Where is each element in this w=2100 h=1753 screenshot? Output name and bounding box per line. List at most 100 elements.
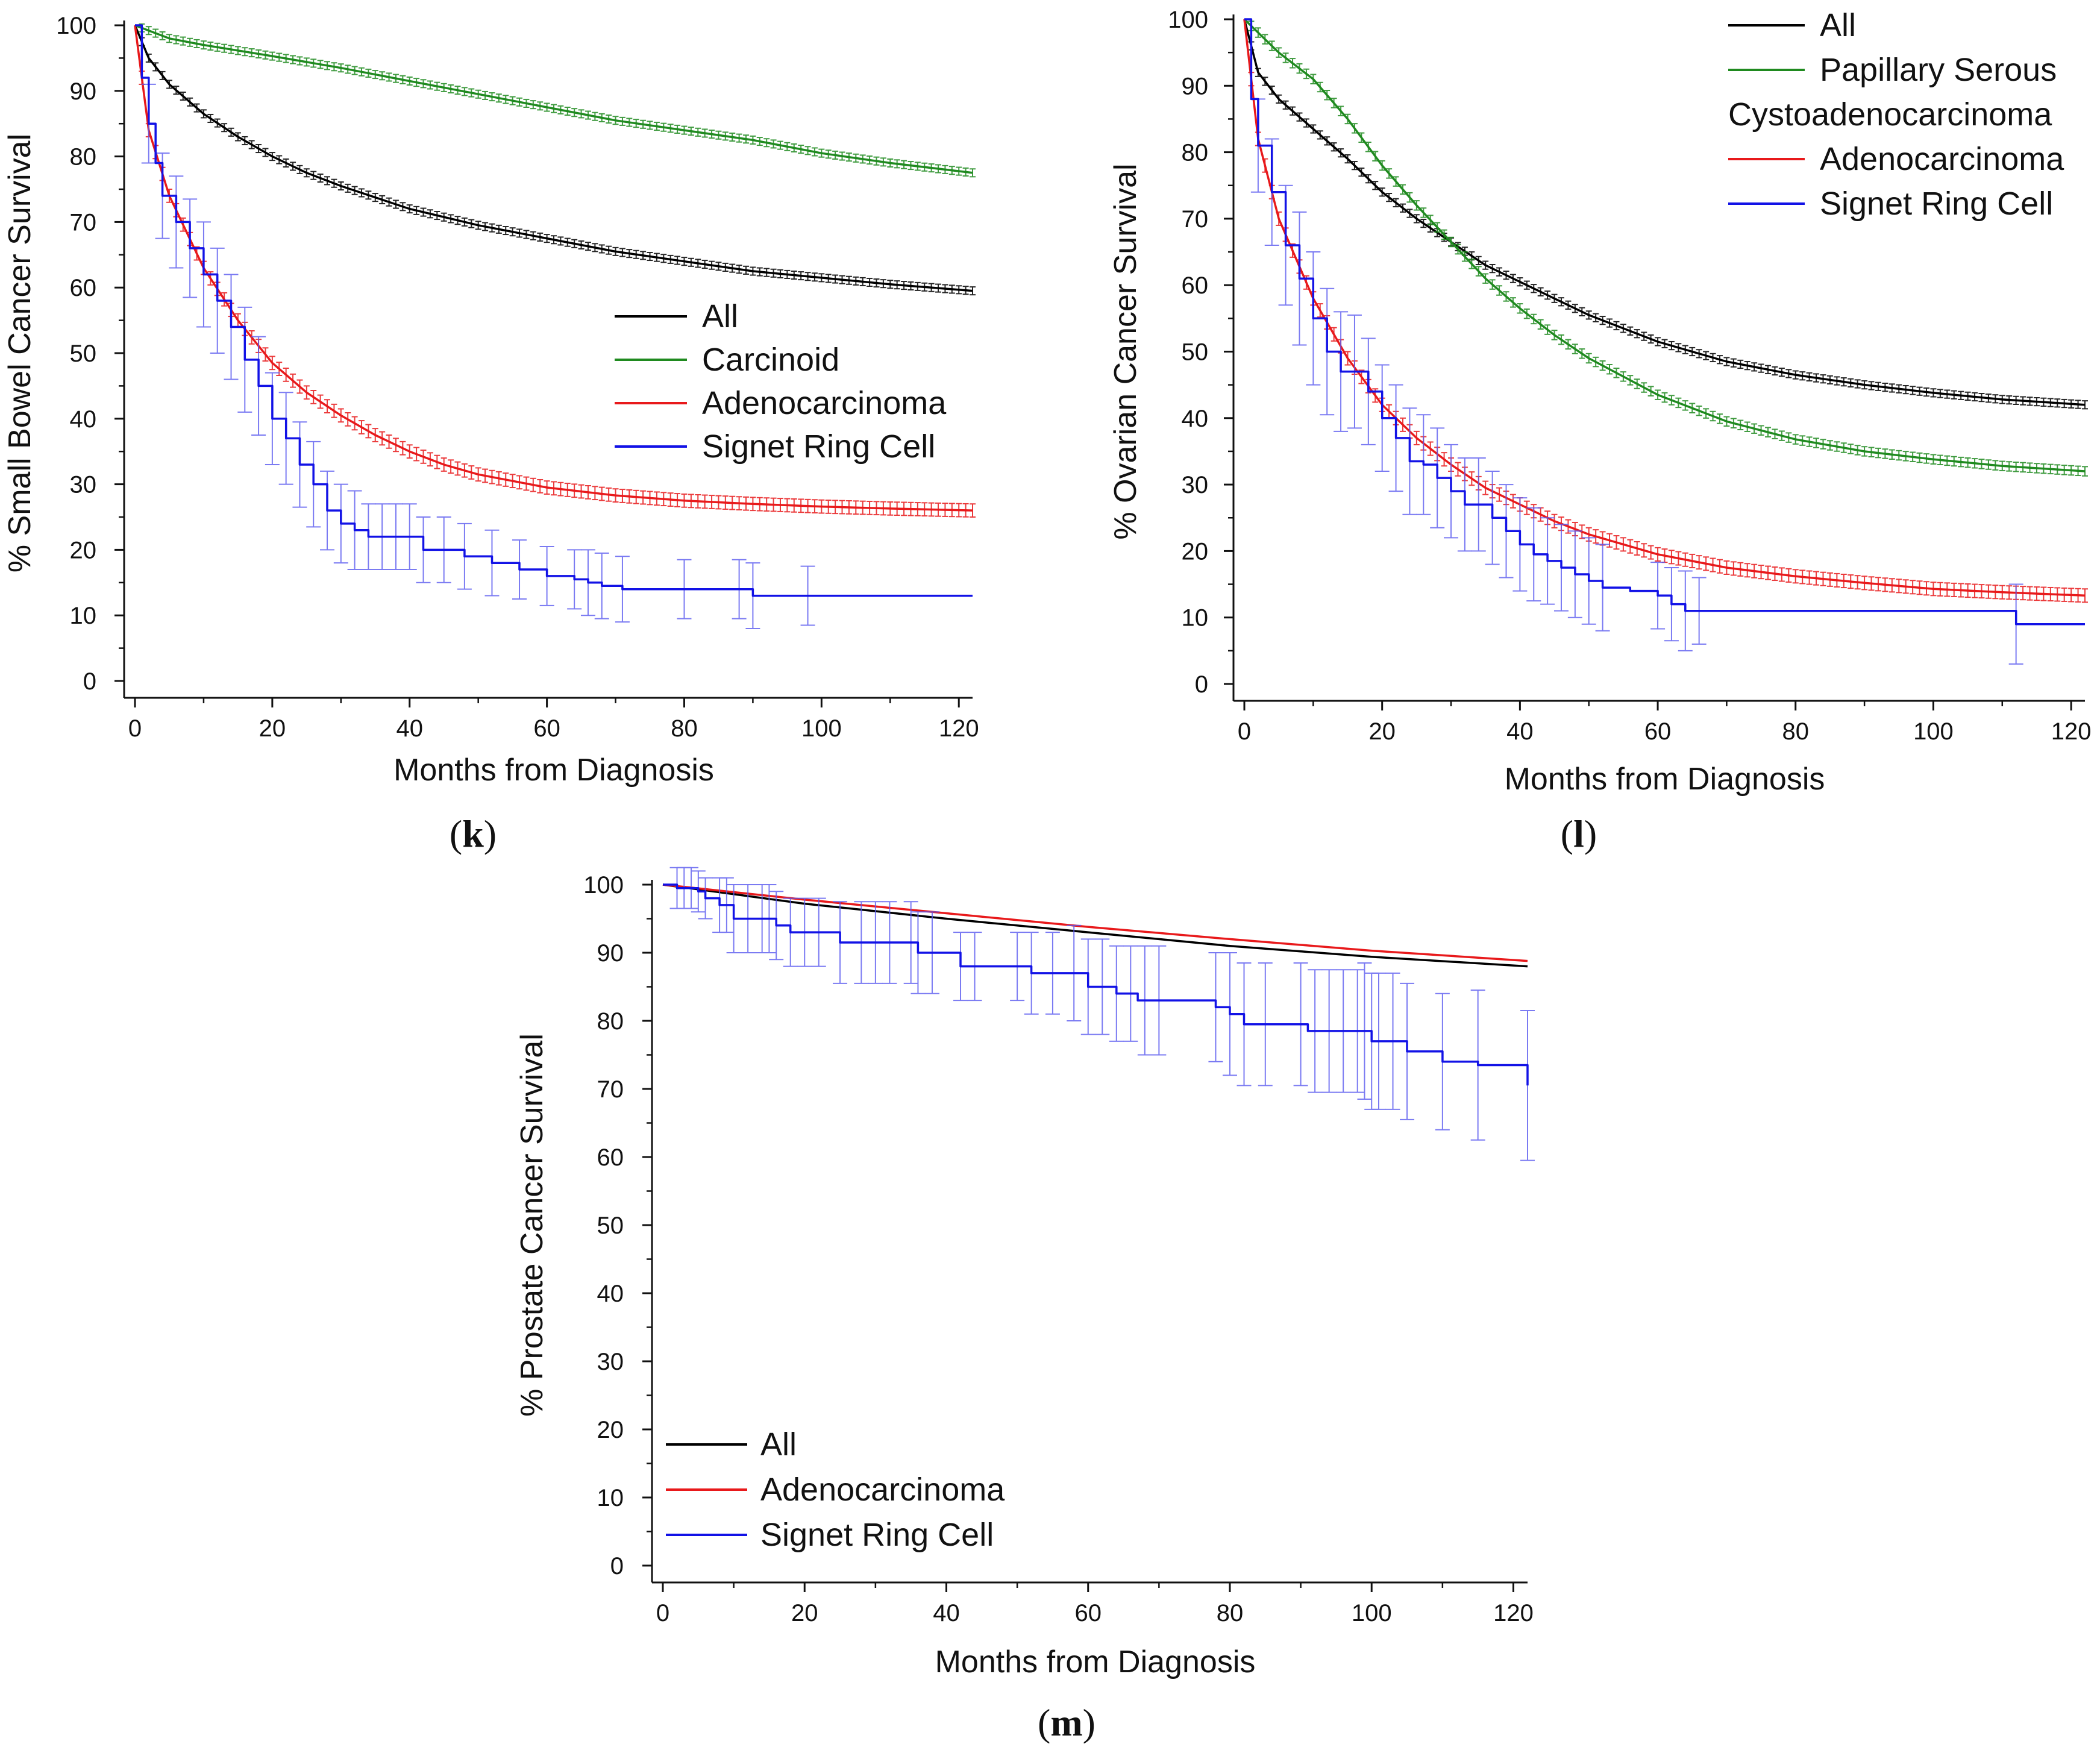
error-bars-all bbox=[139, 37, 976, 296]
y-tick-label: 60 bbox=[1182, 272, 1209, 299]
legend: All Adenocarcinoma Signet Ring Cell bbox=[666, 1426, 1005, 1553]
x-tick-label: 40 bbox=[396, 715, 423, 742]
x-tick-label: 80 bbox=[1782, 718, 1810, 745]
y-tick-label: 50 bbox=[1182, 339, 1209, 366]
y-tick-label: 70 bbox=[70, 209, 97, 236]
series-all bbox=[662, 883, 1528, 968]
legend-label-adenocarcinoma: Adenocarcinoma bbox=[1820, 141, 2064, 177]
legend-label-adenocarcinoma: Adenocarcinoma bbox=[760, 1472, 1005, 1508]
panel-label-letter: l bbox=[1573, 812, 1584, 855]
x-tick-label: 80 bbox=[1217, 1600, 1244, 1626]
legend-label-signet-ring-cell: Signet Ring Cell bbox=[702, 428, 935, 465]
series-line-signet-ring-cell bbox=[135, 24, 973, 597]
y-tick-label: 0 bbox=[83, 668, 96, 695]
x-tick-label: 120 bbox=[1493, 1600, 1534, 1626]
series-signet-ring-cell bbox=[1244, 18, 2085, 665]
y-tick-label: 40 bbox=[70, 406, 97, 433]
y-tick-label: 80 bbox=[70, 144, 97, 171]
x-tick-label: 0 bbox=[128, 715, 142, 742]
y-tick-label: 90 bbox=[70, 78, 97, 105]
y-axis-title: % Small Bowel Cancer Survival bbox=[2, 134, 37, 572]
series-line-adenocarcinoma bbox=[662, 883, 1528, 962]
x-tick-label: 20 bbox=[1368, 718, 1396, 745]
series-signet-ring-cell bbox=[135, 24, 973, 629]
x-tick-label: 100 bbox=[1352, 1600, 1392, 1626]
x-axis-title: Months from Diagnosis bbox=[1505, 762, 1825, 797]
y-tick-label: 30 bbox=[597, 1349, 624, 1375]
series-all bbox=[134, 25, 976, 296]
x-tick-label: 20 bbox=[791, 1600, 818, 1626]
legend-label-papillary-serous-cystoadenocarcinoma: Papillary Serous bbox=[1820, 52, 2057, 88]
series-line-papillary-serous-cystoadenocarcinoma bbox=[1243, 18, 2086, 472]
x-tick-label: 60 bbox=[533, 715, 560, 742]
chart-panel-l: 0 20 40 60 80 100 120 0 10 20 30 40 50 60 70 80 90 100 Mon… bbox=[1108, 7, 2092, 855]
legend-label-adenocarcinoma: Adenocarcinoma bbox=[702, 385, 947, 421]
panel-label-close: ) bbox=[1083, 1701, 1095, 1744]
panel-label: (k) bbox=[450, 812, 497, 855]
y-tick-label: 100 bbox=[583, 872, 624, 898]
y-tick-label: 80 bbox=[597, 1008, 624, 1035]
y-tick-label: 40 bbox=[1182, 406, 1209, 432]
x-tick-label: 60 bbox=[1074, 1600, 1102, 1626]
panel-label-letter: m bbox=[1050, 1701, 1082, 1744]
y-tick-label: 80 bbox=[1182, 140, 1209, 166]
panel-label-close: ) bbox=[484, 812, 497, 855]
legend-label-all: All bbox=[1820, 7, 1856, 43]
x-axis-title: Months from Diagnosis bbox=[393, 753, 714, 788]
legend-label-all: All bbox=[702, 298, 738, 334]
series-line-all bbox=[1243, 19, 2086, 406]
series-line-signet-ring-cell bbox=[1244, 18, 2085, 626]
series-papillary-serous-cystoadenocarcinoma bbox=[1243, 18, 2088, 477]
panel-label-open: ( bbox=[1561, 812, 1573, 855]
series-line-all bbox=[662, 883, 1528, 968]
x-tick-label: 60 bbox=[1644, 718, 1672, 745]
x-tick-label: 40 bbox=[1506, 718, 1534, 745]
panel-label-open: ( bbox=[450, 812, 462, 855]
y-axis-title: % Ovarian Cancer Survival bbox=[1108, 163, 1143, 539]
legend-label-papillary-serous-cystoadenocarcinoma-line2: Cystoadenocarcinoma bbox=[1728, 96, 2052, 133]
panel-label: (m) bbox=[1038, 1701, 1095, 1744]
y-tick-label: 60 bbox=[597, 1144, 624, 1171]
y-tick-label: 60 bbox=[70, 275, 97, 301]
error-bars-carcinoid bbox=[139, 23, 976, 178]
legend-label-signet-ring-cell: Signet Ring Cell bbox=[1820, 186, 2053, 222]
y-tick-label: 10 bbox=[70, 603, 97, 629]
y-tick-label: 40 bbox=[597, 1281, 624, 1307]
series-all bbox=[1243, 19, 2088, 410]
x-tick-label: 100 bbox=[801, 715, 842, 742]
legend: All Papillary Serous Cystoadenocarcinoma Ad… bbox=[1728, 7, 2064, 222]
panel-label-close: ) bbox=[1584, 812, 1597, 855]
y-tick-label: 100 bbox=[1168, 7, 1208, 33]
legend-label-all: All bbox=[760, 1426, 797, 1463]
panel-label-letter: k bbox=[462, 812, 484, 855]
x-axis-title: Months from Diagnosis bbox=[935, 1645, 1256, 1679]
x-tick-label: 120 bbox=[939, 715, 979, 742]
y-tick-label: 90 bbox=[597, 940, 624, 967]
chart-panel-k: 0 20 40 60 80 100 120 0 10 20 30 40 50 60 70 80 90 100 Mon… bbox=[2, 13, 979, 855]
error-bars-signet-ring-cell bbox=[669, 867, 1535, 1161]
y-tick-label: 20 bbox=[1182, 538, 1209, 565]
x-tick-label: 100 bbox=[1913, 718, 1954, 745]
y-tick-label: 70 bbox=[597, 1076, 624, 1103]
y-tick-label: 0 bbox=[1195, 671, 1208, 698]
x-tick-label: 120 bbox=[2051, 718, 2092, 745]
legend: All Carcinoid Adenocarcinoma Signet Ring Ce… bbox=[615, 298, 947, 465]
x-tick-label: 40 bbox=[933, 1600, 960, 1626]
y-tick-label: 100 bbox=[56, 13, 96, 39]
y-tick-label: 70 bbox=[1182, 206, 1209, 233]
y-tick-label: 10 bbox=[1182, 605, 1209, 632]
series-line-all bbox=[134, 25, 973, 292]
y-tick-label: 90 bbox=[1182, 73, 1209, 99]
y-tick-label: 0 bbox=[610, 1553, 624, 1579]
legend-label-carcinoid: Carcinoid bbox=[702, 342, 839, 378]
y-axis-title: % Prostate Cancer Survival bbox=[515, 1033, 550, 1417]
panel-label: (l) bbox=[1561, 812, 1597, 855]
series-line-signet-ring-cell bbox=[663, 883, 1529, 1086]
series-signet-ring-cell bbox=[663, 867, 1535, 1161]
y-tick-label: 50 bbox=[597, 1212, 624, 1239]
series-line-carcinoid bbox=[134, 24, 973, 174]
y-tick-label: 20 bbox=[597, 1417, 624, 1443]
panel-label-open: ( bbox=[1038, 1701, 1050, 1744]
x-tick-label: 20 bbox=[259, 715, 286, 742]
